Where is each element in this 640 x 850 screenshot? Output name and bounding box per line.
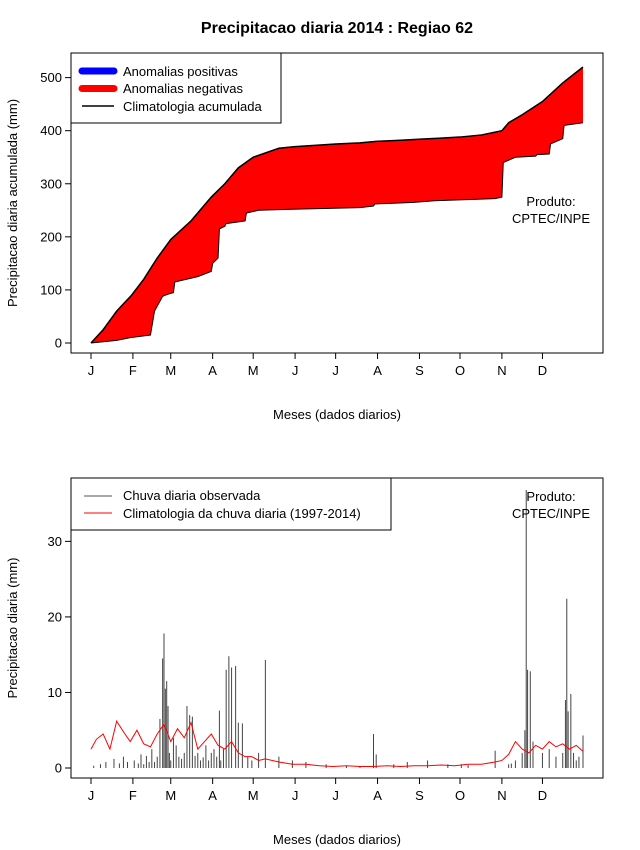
p2-y-tick-label: 30 [48,534,62,549]
climatology-line [90,719,584,767]
product-source-2: CPTEC/INPE [512,506,590,521]
p2-x-tick-label: A [208,788,217,803]
y-tick-label: 0 [55,336,62,351]
p2-x-tick-label: M [165,788,176,803]
x-tick-label: J [292,363,299,378]
p2-y-tick-label: 10 [48,685,62,700]
x-tick-label: N [497,363,506,378]
p2-x-tick-label: D [538,788,547,803]
anomaly-fill-area [91,67,583,343]
p2-x-tick-label: J [332,788,339,803]
legend-label-positive: Anomalias positivas [123,64,238,79]
p2-x-tick-label: J [292,788,299,803]
p2-x-tick-label: A [373,788,382,803]
panel-daily: 0 10 20 30 J F M A M J J A S O N D Precipitacao diaria… [5,477,604,847]
x-tick-label: J [332,363,339,378]
x-tick-label: M [248,363,259,378]
p2-x-tick-label: M [248,788,259,803]
climatology-cumulative-line [90,66,584,344]
product-label-2: Produto: [526,489,575,504]
y-axis-2: 0 10 20 30 [48,534,72,776]
x-tick-label: M [165,363,176,378]
legend: Anomalias positivas Anomalias negativas … [70,52,282,124]
y-tick-label: 500 [40,70,62,85]
y-tick-label: 400 [40,123,62,138]
p2-y-tick-label: 0 [55,761,62,776]
x-axis-label: Meses (dados diarios) [273,407,401,422]
x-tick-label: A [373,363,382,378]
observed-cumulative-line [90,122,584,344]
legend-label-climatology: Climatologia acumulada [123,99,263,114]
climatology-daily-line [90,719,584,767]
panel-cumulative: 0 100 200 300 400 500 J F M A M J J A S O N D Precipitac… [5,52,604,422]
p2-x-tick-label: O [455,788,465,803]
x-tick-label: F [129,363,137,378]
legend-label-observed: Chuva diaria observada [123,488,261,503]
p2-x-tick-label: F [129,788,137,803]
x-tick-label: A [208,363,217,378]
p2-x-tick-label: J [88,788,95,803]
x-tick-label: D [538,363,547,378]
y-tick-label: 200 [40,229,62,244]
x-axis-label-2: Meses (dados diarios) [273,832,401,847]
product-label: Produto: [526,194,575,209]
y-axis: 0 100 200 300 400 500 [40,70,72,351]
legend-label-climatology-2: Climatologia da chuva diaria (1997-2014) [123,506,361,521]
legend-label-negative: Anomalias negativas [123,81,243,96]
legend-box-2 [70,477,392,531]
p2-x-tick-label: S [415,788,424,803]
y-tick-label: 300 [40,176,62,191]
series-lines [90,66,584,344]
x-tick-label: O [455,363,465,378]
p2-y-tick-label: 20 [48,609,62,624]
chart-title: Precipitacao diaria 2014 : Regiao 62 [201,20,473,37]
legend-2: Chuva diaria observada Climatologia da c… [70,477,392,531]
p2-x-tick-label: N [497,788,506,803]
y-tick-label: 100 [40,282,62,297]
anomaly-negative-area [91,67,583,343]
y-axis-label-2: Precipitacao diaria (mm) [5,558,20,699]
x-tick-label: J [88,363,95,378]
x-tick-label: S [415,363,424,378]
product-source: CPTEC/INPE [512,211,590,226]
y-axis-label: Precipitacao diaria acumulada (mm) [5,99,20,307]
observed-bars [93,490,584,768]
